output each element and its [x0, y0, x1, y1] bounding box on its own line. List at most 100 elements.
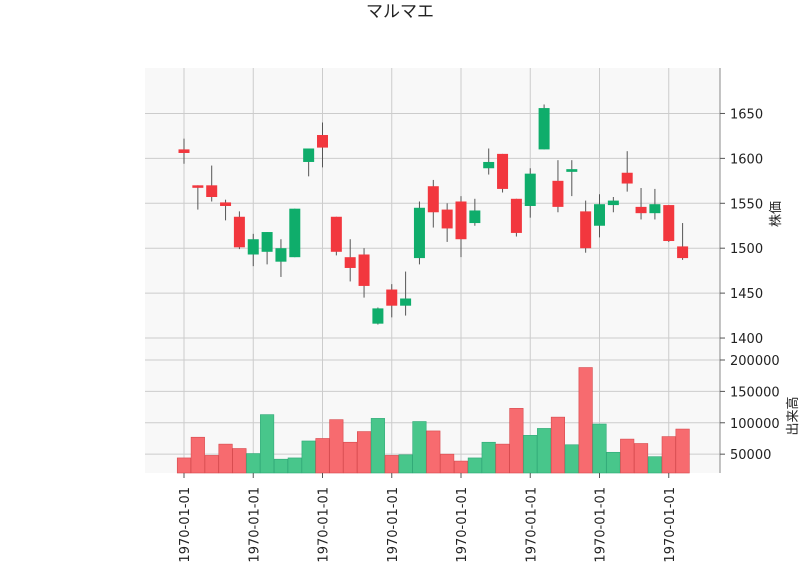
price-tick-label: 1650 [730, 107, 763, 122]
volume-bar [633, 443, 649, 474]
price-axis-label: 株価 [769, 201, 784, 227]
volume-bar [606, 451, 621, 474]
candle-body [233, 216, 245, 248]
volume-bar [481, 441, 496, 474]
volume-bar [412, 421, 427, 474]
volume-bar [301, 440, 316, 474]
volume-bar [509, 408, 524, 474]
candle-body [649, 204, 661, 214]
candle-body [677, 246, 689, 259]
volume-bar [426, 430, 441, 474]
candle-body [538, 108, 550, 150]
candles [178, 104, 689, 325]
volume-bars [176, 367, 690, 474]
candle-body [663, 205, 675, 242]
candle-body [455, 201, 467, 240]
volume-bar [246, 453, 261, 474]
x-tick-label: 1970-01-01 [594, 487, 609, 563]
candle-body [580, 211, 592, 249]
price-tick-label: 1400 [730, 332, 763, 347]
volume-bar [190, 436, 205, 474]
x-axis: 1970-01-01 1970-01-01 1970-01-01 1970-01-01… [178, 473, 678, 563]
volume-axis-label: 出来高 [785, 396, 800, 435]
x-tick-label: 1970-01-01 [663, 487, 678, 563]
candle-body [621, 172, 633, 184]
candle-body [372, 308, 384, 324]
x-tick-label: 1970-01-01 [178, 487, 193, 563]
candle-body [483, 161, 495, 169]
candle-body [441, 209, 453, 229]
volume-bar [495, 443, 510, 474]
volume-tick-label: 150000 [730, 385, 780, 400]
x-tick-label: 1970-01-01 [524, 487, 539, 563]
volume-bar [440, 453, 455, 474]
candle-body [635, 206, 647, 214]
candle-body [469, 210, 481, 224]
volume-bar [537, 428, 552, 474]
volume-bar [370, 418, 385, 474]
candle-body [247, 239, 259, 255]
volume-bar [287, 457, 302, 474]
volume-bar [260, 414, 275, 474]
candle-body [524, 173, 536, 206]
volume-bar [384, 455, 399, 474]
volume-tick-label: 100000 [730, 417, 780, 432]
volume-bar [467, 457, 482, 474]
volume-bar [398, 454, 413, 474]
candle-body [206, 185, 218, 197]
candle-body [400, 298, 412, 306]
x-tick-label: 1970-01-01 [386, 487, 401, 563]
price-tick-label: 1600 [730, 152, 763, 167]
price-axis: 1400 1450 1500 1550 1600 1650 [719, 68, 763, 356]
candle-body [594, 204, 605, 226]
candle-body [566, 169, 578, 172]
candle-body [552, 180, 564, 207]
candle-body [303, 148, 315, 162]
candle-body [192, 185, 204, 188]
candle-body [178, 149, 190, 153]
volume-bar [592, 423, 607, 474]
volume-bar [356, 431, 372, 474]
candle-body [358, 254, 370, 286]
x-tick-label: 1970-01-01 [247, 487, 262, 563]
volume-bar [218, 443, 233, 474]
volume-bar [176, 457, 192, 474]
volume-bar [578, 367, 593, 474]
candle-body [344, 257, 356, 268]
price-grid [145, 112, 720, 339]
price-tick-label: 1500 [730, 242, 763, 257]
candle-body [413, 207, 425, 259]
volume-bar [620, 438, 635, 474]
candle-body [275, 248, 287, 262]
candle-body [607, 200, 619, 206]
candle-body [261, 232, 273, 252]
candle-body [386, 289, 398, 306]
volume-bar [523, 435, 538, 474]
price-tick-label: 1550 [730, 197, 763, 212]
candle-body [330, 216, 342, 252]
volume-bar [550, 416, 566, 474]
volume-tick-label: 50000 [730, 448, 771, 463]
candle-body [510, 198, 522, 233]
volume-axis: 50000 100000 150000 200000 [719, 354, 780, 473]
candle-body [317, 135, 328, 148]
candle-body [427, 186, 439, 213]
volume-bar [453, 460, 469, 474]
volume-bar [661, 436, 676, 474]
volume-bar [273, 458, 289, 474]
volume-tick-label: 200000 [730, 354, 780, 369]
candle-body [497, 153, 509, 189]
volume-bar [647, 456, 662, 474]
volume-bar [564, 444, 579, 474]
chart-title: マルマエ [366, 2, 434, 22]
volume-bar [343, 441, 358, 474]
volume-bar [232, 448, 247, 474]
volume-bar [204, 455, 219, 474]
price-tick-label: 1450 [730, 287, 763, 302]
volume-bar [675, 428, 690, 474]
x-tick-label: 1970-01-01 [317, 487, 332, 563]
candle-body [289, 208, 301, 258]
volume-bar [329, 419, 344, 474]
